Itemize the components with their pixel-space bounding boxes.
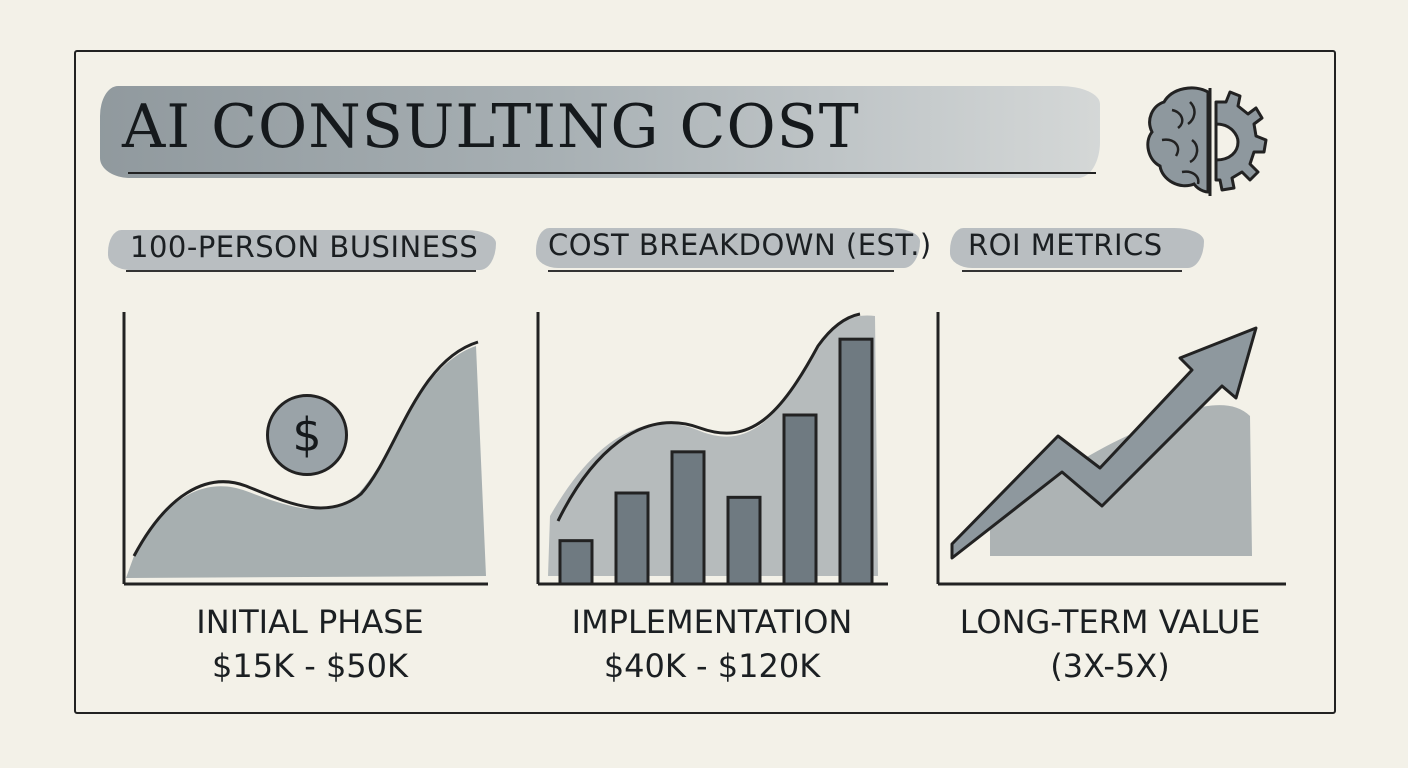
dollar-coin-icon: $ [266, 394, 348, 476]
area-wash [126, 346, 486, 578]
coin-symbol: $ [292, 408, 322, 462]
brain-gear-icon [1146, 86, 1268, 196]
heading-wash-1 [108, 230, 496, 270]
caption-longterm-title: LONG-TERM VALUE [959, 603, 1261, 641]
up-arrow-icon [950, 326, 1258, 560]
bar-1 [558, 539, 594, 586]
section-heading-roi: ROI METRICS [968, 228, 1163, 262]
caption-implementation-title: IMPLEMENTATION [571, 603, 853, 641]
bar-6 [838, 337, 874, 586]
implementation-chart [536, 312, 888, 586]
caption-longterm: LONG-TERM VALUE (3X-5X) [950, 600, 1270, 688]
caption-longterm-range: (3X-5X) [1050, 647, 1170, 685]
bar-trend-curve [556, 312, 861, 522]
area-curve [132, 340, 479, 557]
initial-phase-chart [122, 312, 488, 586]
caption-implementation-range: $40K - $120K [603, 647, 821, 685]
bar-3 [670, 450, 706, 586]
title-wash [100, 86, 1100, 178]
heading-underline-1 [126, 270, 476, 272]
title-underline [128, 172, 1096, 174]
heading-underline-2 [548, 270, 894, 272]
main-frame [74, 50, 1336, 714]
caption-initial-range: $15K - $50K [211, 647, 408, 685]
section-heading-business: 100-PERSON BUSINESS [130, 230, 479, 264]
roi-chart [936, 312, 1286, 586]
heading-underline-3 [962, 270, 1182, 272]
bar-2 [614, 491, 650, 586]
page-title: AI CONSULTING COST [122, 92, 860, 162]
bar-4 [726, 495, 762, 586]
caption-implementation: IMPLEMENTATION $40K - $120K [552, 600, 872, 688]
heading-wash-2 [536, 228, 920, 268]
caption-initial-title: INITIAL PHASE [196, 603, 424, 641]
heading-wash-3 [950, 228, 1204, 268]
caption-initial: INITIAL PHASE $15K - $50K [150, 600, 470, 688]
bar-5 [782, 413, 818, 586]
section-heading-breakdown: COST BREAKDOWN (EST.) [548, 228, 932, 262]
bar-wash [548, 315, 878, 576]
